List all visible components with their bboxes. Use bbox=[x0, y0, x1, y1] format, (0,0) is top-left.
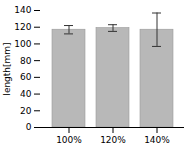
svg-text:40: 40 bbox=[20, 89, 32, 99]
svg-text:80: 80 bbox=[20, 56, 32, 66]
svg-text:100: 100 bbox=[14, 39, 31, 49]
svg-text:140: 140 bbox=[14, 5, 31, 15]
svg-text:120: 120 bbox=[14, 22, 31, 32]
svg-text:20: 20 bbox=[20, 106, 32, 116]
svg-text:0: 0 bbox=[26, 122, 32, 132]
svg-text:120%: 120% bbox=[100, 135, 126, 145]
svg-text:60: 60 bbox=[20, 72, 32, 82]
svg-text:length[mm]: length[mm] bbox=[2, 42, 12, 95]
svg-text:100%: 100% bbox=[56, 135, 82, 145]
svg-text:140%: 140% bbox=[144, 135, 170, 145]
